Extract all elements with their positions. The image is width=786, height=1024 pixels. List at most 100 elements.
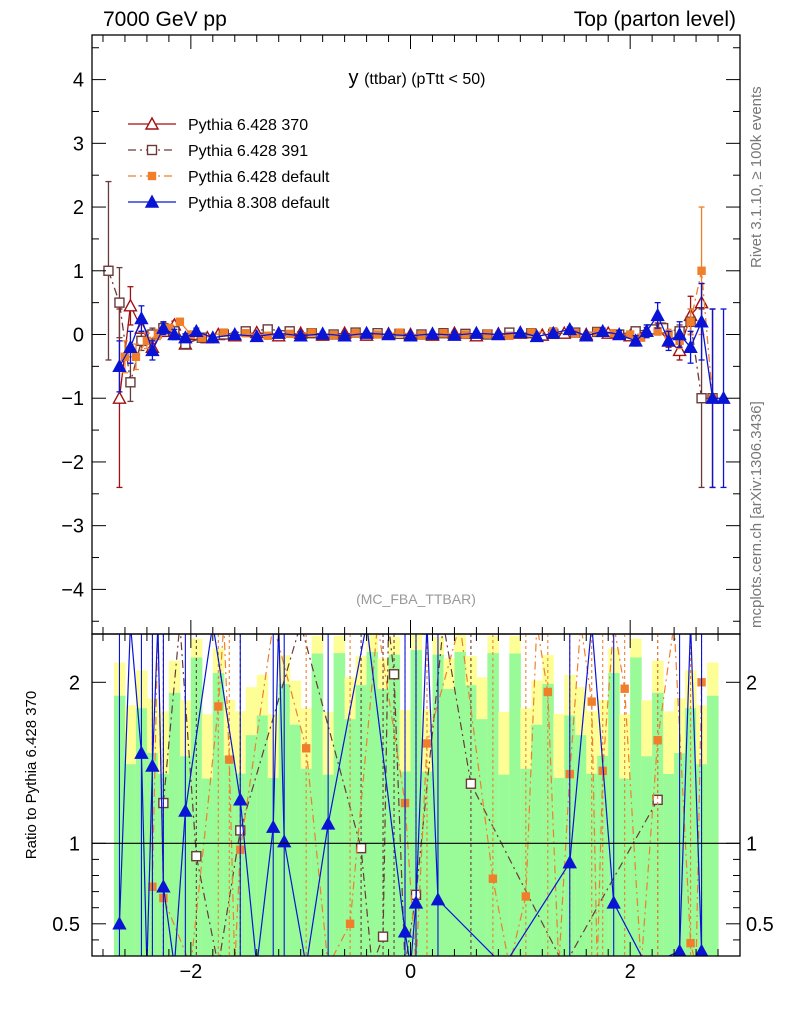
data-point <box>337 328 352 342</box>
x-tick-label: −2 <box>179 961 202 983</box>
y-tick-label: 1 <box>73 261 84 283</box>
analysis-watermark: (MC_FBA_TTBAR) <box>356 591 476 607</box>
x-tick-label: 2 <box>625 961 636 983</box>
data-point <box>381 327 396 341</box>
uncertainty-band-inner <box>168 692 181 956</box>
energy-label: 7000 GeV pp <box>103 8 227 31</box>
data-point <box>134 311 149 325</box>
plot-title: y (ttbar) (pTtt < 50) <box>349 67 486 89</box>
uncertainty-band-inner <box>388 654 401 956</box>
data-point <box>661 333 676 347</box>
data-point <box>628 333 643 347</box>
uncertainty-band-inner <box>663 773 675 956</box>
uncertainty-band-inner <box>509 653 521 956</box>
y-tick-label: 2 <box>73 197 84 219</box>
data-point <box>683 339 698 353</box>
legend: Pythia 6.428 370 Pythia 6.428 391 Pythia 6… <box>128 116 330 212</box>
y-tick-label: −4 <box>61 579 84 601</box>
series-0 <box>112 282 709 489</box>
data-point <box>320 816 336 830</box>
data-point <box>144 116 160 130</box>
main-plot-panel: 4 3 2 1 0 −1 −2 −3 −4 y (ttbar) (pTtt < 50) (MC_FB… <box>61 34 741 635</box>
data-point <box>694 314 709 328</box>
data-point <box>430 892 446 906</box>
data-point <box>178 803 193 817</box>
data-point <box>125 377 136 388</box>
uncertainty-band-inner <box>498 774 510 956</box>
data-point <box>271 325 286 339</box>
ratio-series-2 <box>112 634 709 956</box>
y-tick-label-right: 0.5 <box>746 914 774 936</box>
data-point <box>131 352 141 362</box>
ratio-frame <box>91 633 741 957</box>
data-point <box>191 850 202 862</box>
uncertainty-band-inner <box>476 719 488 956</box>
data-point <box>156 320 171 334</box>
data-point <box>123 339 138 353</box>
ratio-y-axis-label: Ratio to Pythia 6.428 370 <box>23 691 40 859</box>
data-point <box>653 327 662 336</box>
data-point <box>513 325 528 339</box>
data-point <box>359 325 374 339</box>
data-point <box>527 328 536 337</box>
data-point <box>293 328 308 342</box>
y-tick-label: 3 <box>73 133 84 155</box>
data-point <box>134 745 149 759</box>
legend-entry: Pythia 6.428 391 <box>188 143 308 160</box>
data-point <box>403 328 418 342</box>
uncertainty-band-inner <box>223 755 236 956</box>
data-point <box>146 144 158 156</box>
uncertainty-band-inner <box>652 692 664 956</box>
series-2 <box>120 206 717 489</box>
data-point <box>189 323 204 338</box>
data-point <box>205 330 220 344</box>
data-point <box>145 758 160 772</box>
y-tick-label-right: 2 <box>746 672 757 694</box>
data-point <box>439 329 448 338</box>
data-point <box>178 330 193 344</box>
data-point <box>505 331 514 340</box>
data-point <box>377 931 389 942</box>
y-tick-label: 0 <box>73 325 84 347</box>
y-tick-label: −1 <box>61 388 84 410</box>
y-tick-label: −3 <box>61 516 84 538</box>
data-point <box>672 342 687 357</box>
uncertainty-band-inner <box>630 657 642 956</box>
y-tick-label: 4 <box>73 70 84 92</box>
uncertainty-band-inner <box>454 652 466 956</box>
uncertainty-band-inner <box>707 695 719 956</box>
data-point <box>488 874 498 883</box>
uncertainty-band-inner <box>124 764 137 956</box>
data-point <box>355 842 367 854</box>
data-point <box>214 702 223 711</box>
data-point <box>543 687 552 697</box>
uncertainty-band-inner <box>575 735 587 956</box>
ratio-plot-panel: −2 0 2 2 2 1 1 0.5 0.5 Ratio to Pythia 6.428 370 <box>23 633 774 983</box>
data-point <box>595 323 610 338</box>
mcplots-label: mcplots.cern.ch [arXiv:1306.3436] <box>748 401 765 628</box>
data-point <box>686 938 695 948</box>
data-point <box>307 328 316 337</box>
data-point <box>529 328 544 343</box>
data-point <box>112 390 127 404</box>
data-point <box>672 943 687 956</box>
data-point <box>425 326 440 340</box>
uncertainty-band-inner <box>201 778 214 956</box>
data-point <box>650 307 665 322</box>
data-point <box>277 834 292 848</box>
data-point <box>266 819 281 833</box>
data-point <box>612 327 627 341</box>
data-point <box>315 326 330 340</box>
data-point <box>112 916 127 930</box>
uncertainty-band-inner <box>542 683 554 956</box>
uncertainty-band-inner <box>344 719 357 956</box>
ratio-line <box>162 634 659 956</box>
data-point <box>233 792 248 806</box>
data-point <box>606 895 621 909</box>
data-point <box>112 358 127 373</box>
data-point <box>167 327 182 341</box>
data-point <box>351 329 360 338</box>
uncertainty-band-inner <box>190 657 203 956</box>
data-point <box>388 669 400 680</box>
